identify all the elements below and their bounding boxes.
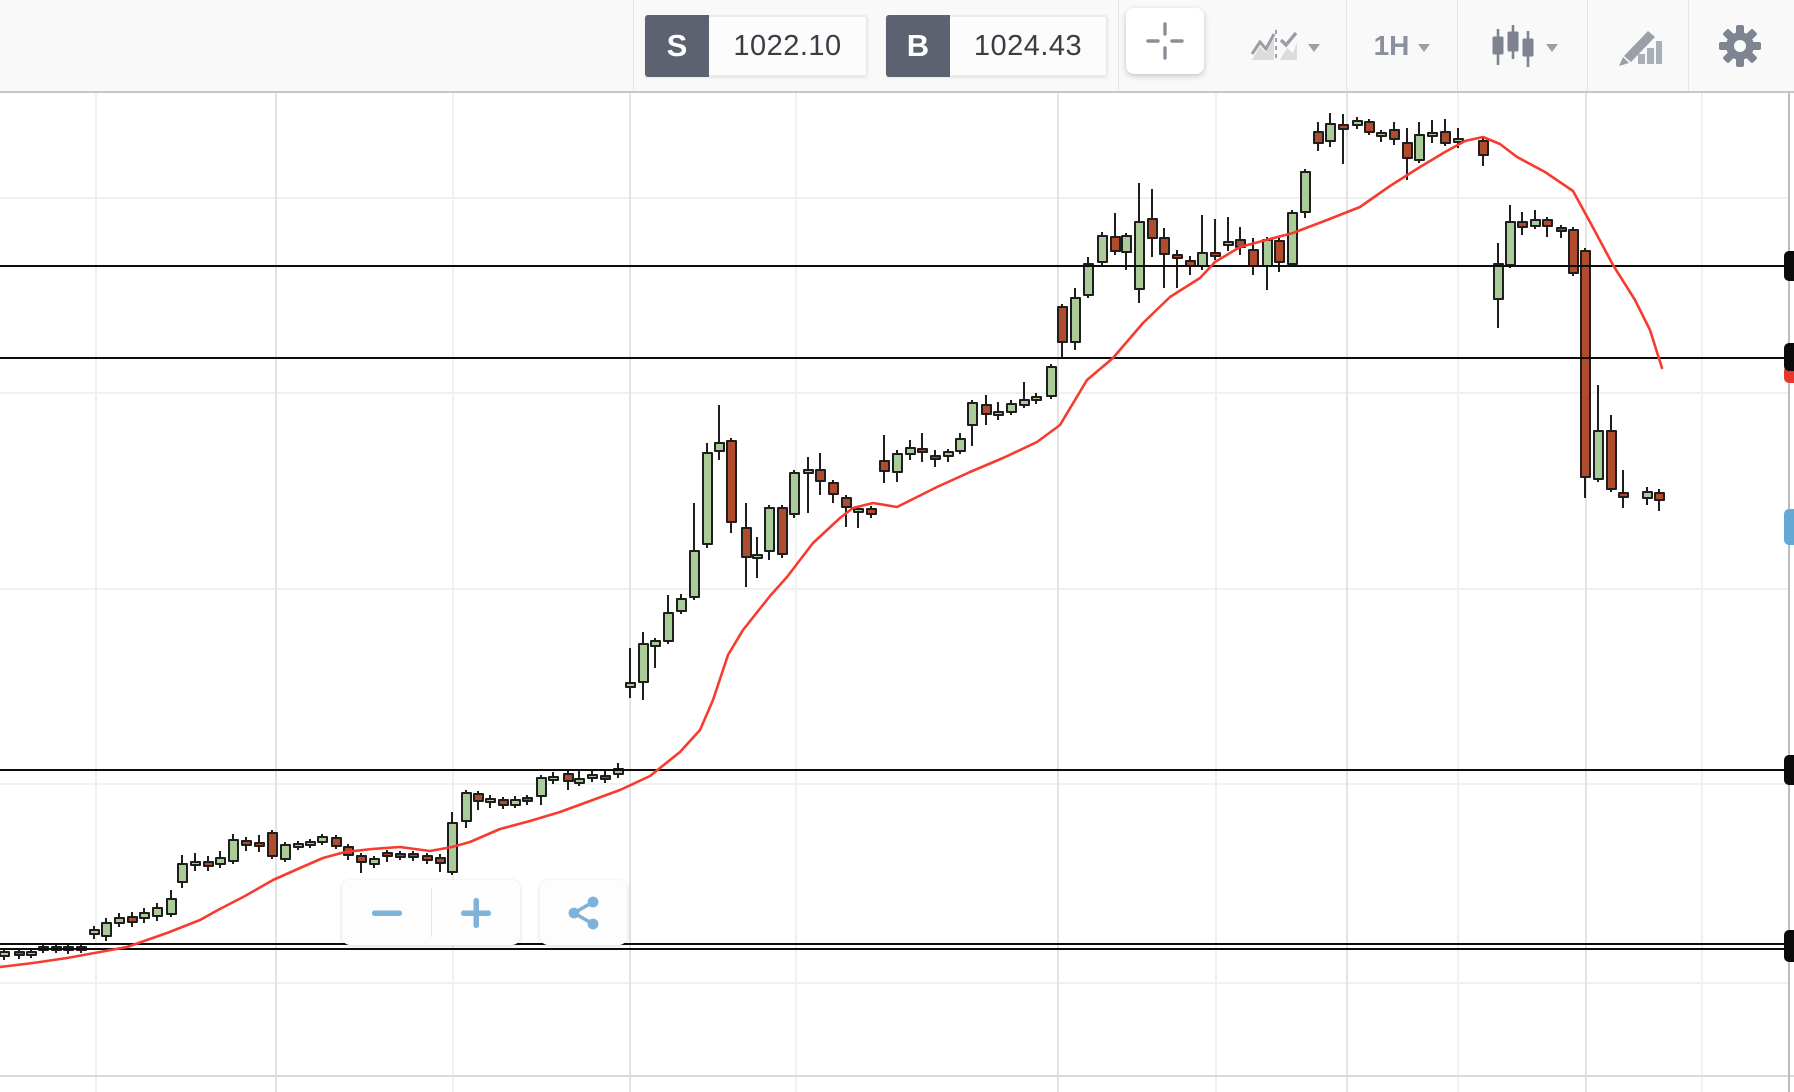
share-button[interactable] [540, 880, 627, 945]
candlestick-style-icon [1492, 24, 1533, 67]
plus-icon [460, 897, 491, 928]
draw-icon [1619, 30, 1662, 66]
toolbar-divider [1457, 0, 1458, 91]
crosshair-tool-button[interactable] [1126, 8, 1204, 74]
crosshair-icon [1146, 22, 1184, 60]
chart-style-icon [1250, 29, 1297, 62]
price-tag-red [1784, 365, 1794, 383]
toolbar-divider [1587, 0, 1588, 91]
minus-icon [371, 910, 402, 916]
price-tag-black [1784, 251, 1794, 281]
buy-price: 1024.43 [950, 15, 1108, 77]
sell-button[interactable]: S 1022.10 [645, 15, 868, 77]
chevron-down-icon [1545, 43, 1558, 52]
chevron-down-icon [1418, 43, 1431, 52]
sell-price: 1022.10 [709, 15, 868, 77]
chevron-down-icon [1307, 43, 1320, 52]
h-gridline [0, 982, 1789, 984]
price-tag-blue [1784, 509, 1794, 545]
candle [1363, 121, 1375, 133]
settings-gear-icon [1719, 24, 1761, 67]
price-axis-line[interactable] [1788, 93, 1790, 1092]
toolbar-divider [1688, 0, 1689, 91]
candle-wick [1431, 120, 1433, 143]
price-tag-black [1784, 755, 1794, 785]
buy-letter: B [886, 15, 950, 77]
settings-button[interactable] [1700, 0, 1780, 91]
zoom-in-button[interactable] [432, 880, 520, 945]
buy-button[interactable]: B 1024.43 [886, 15, 1108, 77]
toolbar-divider [1118, 0, 1119, 91]
price-tag-black [1784, 930, 1794, 962]
sell-letter: S [645, 15, 709, 77]
share-icon [568, 896, 598, 929]
zoom-out-button[interactable] [343, 880, 431, 945]
candle-style-selector[interactable] [1470, 0, 1576, 91]
zoom-controls [342, 880, 520, 945]
timeframe-selector[interactable]: 1H [1356, 0, 1448, 91]
toolbar-divider [1346, 0, 1347, 91]
candle [1351, 120, 1363, 126]
time-axis-border [0, 1075, 1794, 1077]
toolbar-divider [633, 0, 634, 91]
candle [1337, 124, 1349, 130]
top-toolbar: S 1022.10 B 1024.43 [0, 0, 1794, 93]
timeframe-label: 1H [1373, 29, 1410, 61]
drawing-tools-button[interactable] [1600, 0, 1676, 91]
chart-compare-button[interactable] [1232, 0, 1336, 91]
price-tag-black [1784, 343, 1794, 371]
v-gridline [1701, 93, 1703, 1092]
